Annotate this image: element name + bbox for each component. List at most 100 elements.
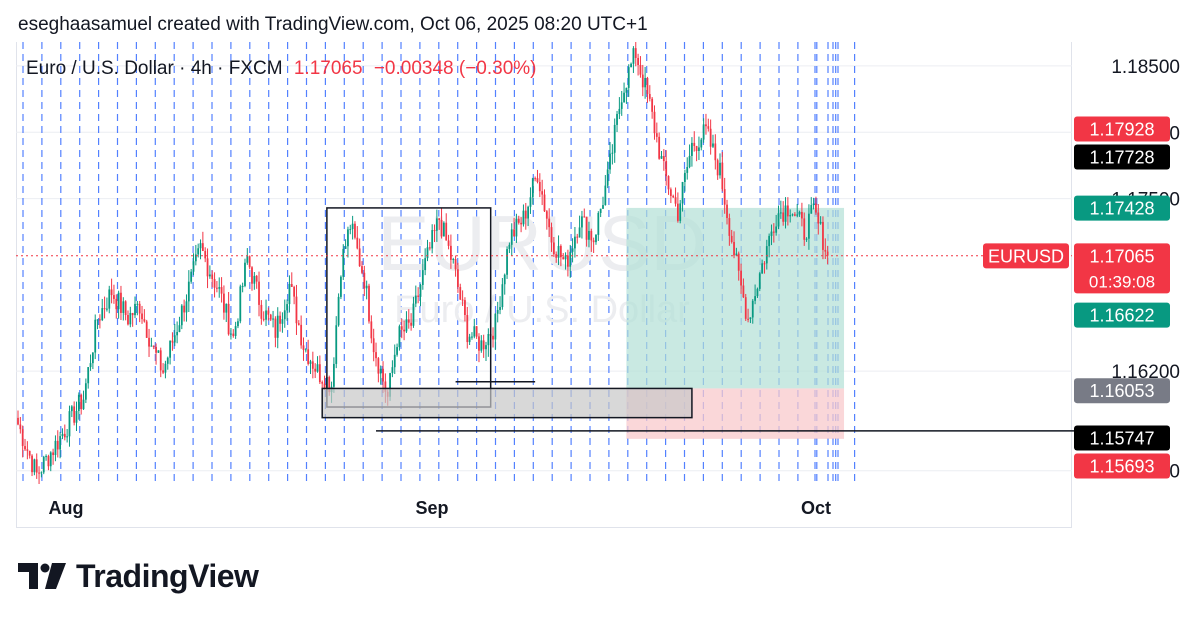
price-badges-layer: 1.17928 1.17728 1.17428 1.17065 01:39:08 EURU… xyxy=(983,116,1170,479)
candle-body xyxy=(452,259,455,261)
candle-body xyxy=(176,332,179,336)
symbol-legend[interactable]: Euro / U.S. Dollar · 4h · FXCM 1.17065 −… xyxy=(26,58,537,80)
candle-body xyxy=(686,167,689,173)
candle-body xyxy=(630,63,632,68)
candle-body xyxy=(639,64,642,75)
candle-body xyxy=(389,373,391,397)
candle-body xyxy=(391,367,394,374)
candle-body xyxy=(772,231,775,233)
candle-body xyxy=(808,213,810,239)
symbol-badge-label: EURUSD xyxy=(988,246,1064,266)
candle-body xyxy=(775,226,778,233)
candle-body xyxy=(826,251,829,256)
price-badge-value: 1.17928 xyxy=(1089,120,1154,140)
candle-body xyxy=(216,287,218,289)
candle-body xyxy=(744,297,747,319)
candle-body xyxy=(574,236,576,249)
price-badge-value: 1.15693 xyxy=(1089,457,1154,477)
candle-body xyxy=(457,269,459,288)
candle-body xyxy=(150,345,153,347)
candle-body xyxy=(164,363,167,373)
candle-body xyxy=(347,229,349,247)
candle-body xyxy=(185,301,188,313)
candle-body xyxy=(503,274,506,285)
candle-body xyxy=(396,347,398,355)
candle-body xyxy=(377,358,380,374)
candle-body xyxy=(482,340,485,350)
candle-body xyxy=(428,247,431,249)
candle-body xyxy=(763,263,766,265)
candle-body xyxy=(204,251,207,259)
candle-body xyxy=(641,74,644,88)
candle-body xyxy=(272,318,274,320)
candle-body xyxy=(576,236,579,238)
candles-layer xyxy=(17,42,829,484)
candle-body xyxy=(99,319,101,321)
candle-body xyxy=(237,321,239,327)
candle-body xyxy=(52,452,54,456)
candle-body xyxy=(669,189,672,196)
candle-body xyxy=(68,411,71,437)
symbol-description[interactable]: Euro / U.S. Dollar · 4h · FXCM xyxy=(26,58,283,79)
candle-body xyxy=(478,336,480,351)
tradingview-logo[interactable]: TradingView xyxy=(18,556,259,596)
candle-body xyxy=(134,303,136,316)
candle-body xyxy=(75,411,78,423)
candle-body xyxy=(159,350,162,371)
candle-body xyxy=(316,364,319,372)
candle-body xyxy=(124,301,127,315)
candle-body xyxy=(162,370,164,373)
candle-body xyxy=(220,287,223,294)
candle-body xyxy=(255,275,258,282)
candle-body xyxy=(45,456,47,458)
candle-body xyxy=(487,334,490,346)
candle-body xyxy=(728,218,731,236)
candle-body xyxy=(550,227,553,243)
price-chart[interactable]: EURUSD Euro / U.S. Dollar 1.185001.18000… xyxy=(0,0,1200,530)
candle-body xyxy=(405,319,408,332)
candle-body xyxy=(152,345,155,347)
candle-body xyxy=(351,223,354,230)
candle-body xyxy=(208,274,211,277)
candle-body xyxy=(94,319,97,353)
candle-body xyxy=(288,284,291,305)
candle-body xyxy=(365,285,368,289)
candle-body xyxy=(262,318,265,320)
candle-body xyxy=(583,216,586,218)
candle-body xyxy=(730,235,733,242)
candle-body xyxy=(417,295,420,297)
candle-body xyxy=(698,147,700,151)
candle-body xyxy=(653,111,656,134)
candle-body xyxy=(309,361,312,364)
candle-body xyxy=(328,377,331,393)
candle-body xyxy=(290,284,293,287)
candle-body xyxy=(796,214,799,216)
candle-body xyxy=(700,139,703,148)
candle-body xyxy=(24,446,26,450)
candle-body xyxy=(117,292,120,310)
price-badge xyxy=(1074,302,1170,328)
candle-body xyxy=(658,136,661,159)
candle-body xyxy=(248,256,251,268)
candle-body xyxy=(648,94,651,99)
candle-body xyxy=(655,133,658,137)
candle-body xyxy=(33,459,36,473)
candle-body xyxy=(169,340,171,358)
candle-body xyxy=(89,363,92,368)
candle-body xyxy=(602,205,604,209)
candle-body xyxy=(180,305,183,326)
candle-body xyxy=(141,313,143,320)
candle-body xyxy=(632,48,635,64)
price-badge xyxy=(1074,378,1170,404)
price-badge xyxy=(1074,116,1170,142)
candle-body xyxy=(613,124,616,153)
candle-body xyxy=(379,368,382,374)
candle-body xyxy=(251,267,253,284)
candle-body xyxy=(403,329,405,332)
candle-body xyxy=(426,247,429,259)
candle-body xyxy=(26,449,29,451)
candle-body xyxy=(122,301,125,313)
candle-body xyxy=(49,452,52,467)
candle-body xyxy=(435,218,438,231)
candle-body xyxy=(620,102,623,109)
